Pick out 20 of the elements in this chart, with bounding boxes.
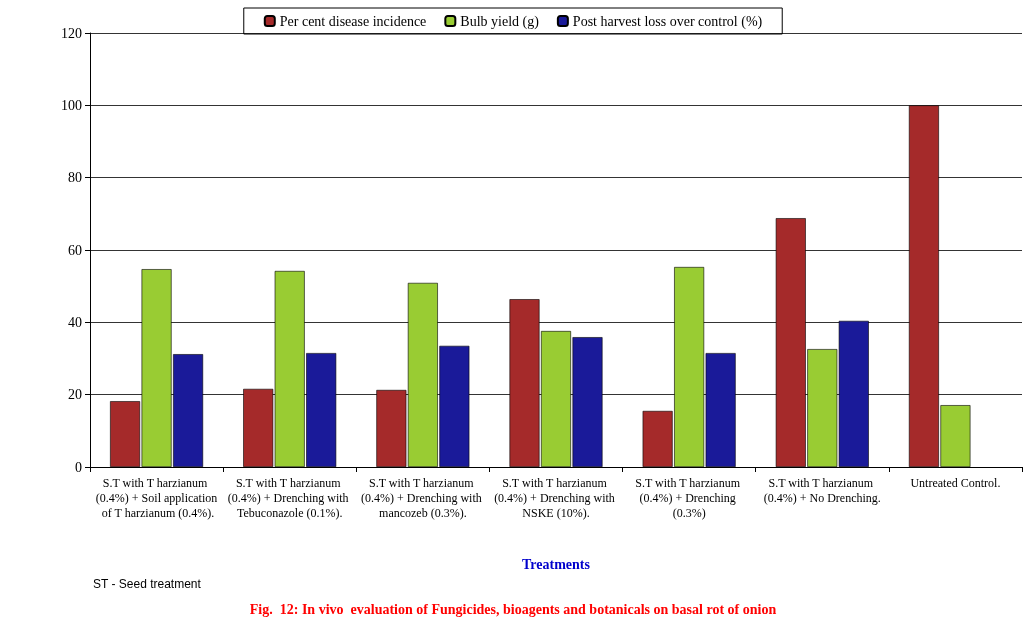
y-tick-label: 100 bbox=[61, 97, 82, 113]
y-tick-label: 80 bbox=[68, 170, 82, 186]
x-tick-label: S.T with T harzianum (0.4%) + Drenching (0.3%) bbox=[635, 475, 743, 520]
text: Fig. 12: In vivo evaluation of Fungicides, bioagents and botanicals on basal rot of onion bbox=[249, 601, 777, 617]
y-tick-label: 40 bbox=[68, 314, 82, 330]
text: ST - Seed treatment bbox=[93, 577, 202, 591]
y-tick-label: 60 bbox=[68, 242, 82, 258]
y-tick-label: 120 bbox=[61, 25, 82, 41]
legend-label: Bulb yield (g) bbox=[460, 13, 540, 30]
x-tick-label: S.T with T harzianum (0.4%) + Soil application of T harzianum (0.4%). bbox=[95, 475, 218, 520]
x-axis-title: Treatments bbox=[522, 556, 591, 572]
legend-label: Per cent disease incidence bbox=[279, 13, 427, 29]
x-tick-label: Untreated Control. bbox=[910, 475, 1001, 490]
x-tick-label: S.T with T harzianum (0.4%) + Drenching with mancozeb (0.3%). bbox=[360, 475, 485, 520]
x-tick-label: S.T with T harzianum (0.4%) + Drenching with NSKE (10%). bbox=[494, 475, 618, 520]
x-tick-label: S.T with T harzianum (0.4%) + Drenching with Tebuconazole (0.1%). bbox=[227, 475, 352, 520]
x-tick-label: S.T with T harzianum (0.4%) + No Drenching. bbox=[763, 475, 881, 505]
y-tick-label: 0 bbox=[75, 459, 82, 475]
y-tick-label: 20 bbox=[68, 387, 82, 403]
legend-label: Post harvest loss over control (%) bbox=[572, 13, 763, 30]
